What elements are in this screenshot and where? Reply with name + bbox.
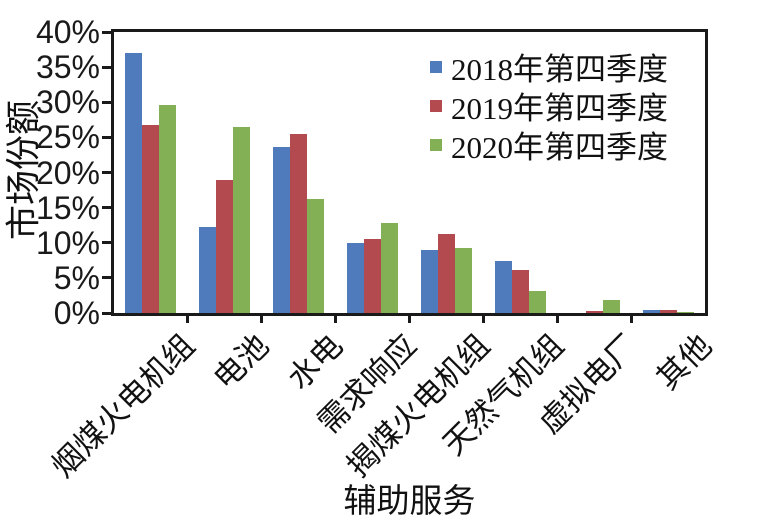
bar [290,133,308,313]
y-tick-label: 30% [35,84,100,121]
legend-item: 2018年第四季度 [430,47,668,87]
bar [437,234,455,313]
bar [273,147,291,313]
y-tick-label: 25% [35,119,100,156]
x-tick [481,316,485,323]
y-tick-label: 0% [53,295,100,331]
bar [125,53,143,313]
bar [659,310,677,313]
x-tick [260,316,264,323]
bar [676,312,694,313]
y-tick [102,135,111,139]
y-tick [102,65,111,69]
bar [307,198,325,313]
legend: 2018年第四季度 2019年第四季度 2020年第四季度 [430,47,668,165]
legend-swatch [430,138,442,151]
x-tick [186,316,190,323]
legend-swatch [430,60,442,73]
y-tick [102,206,111,210]
legend-swatch [430,99,442,112]
y-tick [102,30,111,34]
x-tick [629,316,633,323]
x-tick [555,316,559,323]
bar [494,261,512,313]
legend-label: 2018年第四季度 [451,52,668,87]
bar [642,309,660,313]
bar [454,248,472,313]
bar [364,239,382,313]
y-tick [102,276,111,280]
bar [216,179,234,313]
legend-label: 2020年第四季度 [451,130,668,165]
legend-item: 2020年第四季度 [430,125,668,165]
y-tick-label: 20% [35,154,100,191]
bar [528,290,546,313]
y-tick-label: 40% [35,14,100,50]
y-tick-label: 10% [35,224,100,261]
legend-item: 2019年第四季度 [430,86,668,126]
bar [159,105,177,313]
bar [585,310,603,313]
bar [602,300,620,313]
category-label: 电池 [206,327,276,397]
x-tick [408,316,411,323]
y-tick [102,241,111,245]
y-tick [102,100,111,104]
bar [142,125,160,313]
x-tick [334,316,338,323]
category-label: 烟煤火电机组 [45,327,202,484]
bar [199,227,217,313]
category-label: 其他 [649,327,719,397]
bar [511,270,529,313]
bar [420,250,438,313]
x-axis-title: 辅助服务 [343,484,476,520]
bar [233,126,251,313]
bar [381,223,399,313]
y-tick-label: 35% [35,49,100,86]
y-tick-label: 5% [53,259,100,296]
plot-area: 2018年第四季度 2019年第四季度 2020年第四季度 [111,29,708,316]
bar [347,242,365,313]
legend-label: 2019年第四季度 [451,91,668,126]
y-tick [102,171,111,174]
y-tick-label: 15% [35,189,100,226]
y-tick [102,311,111,315]
